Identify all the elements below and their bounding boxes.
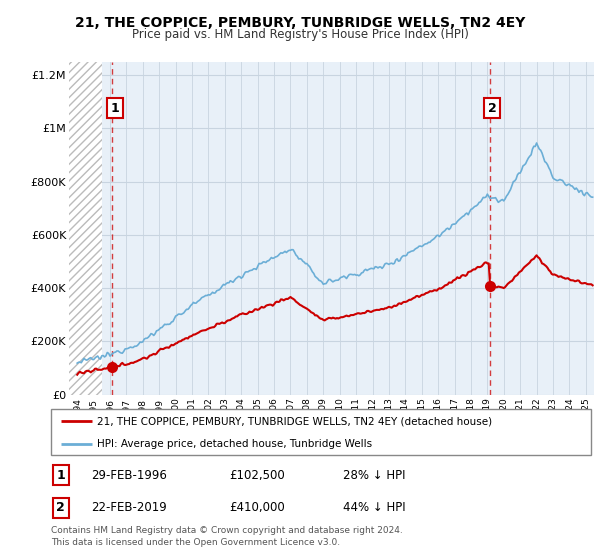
- Text: 21, THE COPPICE, PEMBURY, TUNBRIDGE WELLS, TN2 4EY: 21, THE COPPICE, PEMBURY, TUNBRIDGE WELL…: [75, 16, 525, 30]
- Text: 21, THE COPPICE, PEMBURY, TUNBRIDGE WELLS, TN2 4EY (detached house): 21, THE COPPICE, PEMBURY, TUNBRIDGE WELL…: [97, 416, 492, 426]
- Text: Contains HM Land Registry data © Crown copyright and database right 2024.
This d: Contains HM Land Registry data © Crown c…: [51, 526, 403, 547]
- Text: Price paid vs. HM Land Registry's House Price Index (HPI): Price paid vs. HM Land Registry's House …: [131, 28, 469, 41]
- Text: 22-FEB-2019: 22-FEB-2019: [91, 501, 167, 514]
- Bar: [69, 62, 102, 395]
- Text: 29-FEB-1996: 29-FEB-1996: [91, 469, 167, 482]
- Text: 28% ↓ HPI: 28% ↓ HPI: [343, 469, 405, 482]
- Text: 1: 1: [110, 102, 119, 115]
- Text: 44% ↓ HPI: 44% ↓ HPI: [343, 501, 405, 514]
- Text: £102,500: £102,500: [229, 469, 285, 482]
- Text: 2: 2: [488, 102, 497, 115]
- Text: £410,000: £410,000: [229, 501, 285, 514]
- Text: HPI: Average price, detached house, Tunbridge Wells: HPI: Average price, detached house, Tunb…: [97, 438, 372, 449]
- Text: 2: 2: [56, 501, 65, 514]
- Text: 1: 1: [56, 469, 65, 482]
